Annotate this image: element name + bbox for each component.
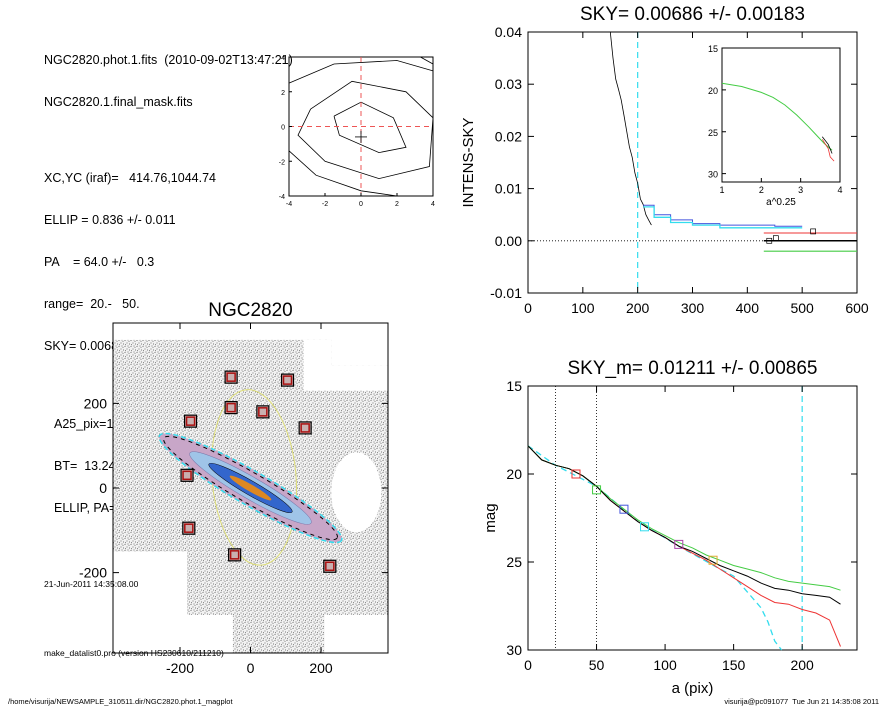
x-tick-label: 300 (681, 300, 705, 316)
sky-value: SKY= 0.00686 +/- 0.00183 (44, 339, 193, 353)
sky-marker (766, 237, 773, 244)
mask-name: NGC2820.1.final_mask.fits (44, 95, 193, 109)
inset-curve-green (721, 82, 833, 151)
sky-marker (810, 228, 816, 235)
x-tick-label: 100 (571, 300, 595, 316)
header-info: NGC2820.phot.1.fits (2010-09-02T13:47:21… (44, 25, 293, 672)
footer-path: /home/visurija/NEWSAMPLE_310511.dir/NGC2… (8, 697, 233, 706)
contour-line (420, 56, 434, 65)
contour-frame (288, 56, 434, 197)
mag-y-axis-label: mag (482, 503, 499, 532)
ellip-value: ELLIP = 0.836 +/- 0.011 (44, 213, 176, 227)
mag-plot-title: SKY_m= 0.01211 +/- 0.00865 (568, 358, 818, 379)
x-tick-label: 400 (736, 300, 760, 316)
x-tick-label: 4 (431, 201, 435, 208)
x-tick-label: 2 (395, 201, 399, 208)
program-name: make_datalist0.pro (version HS230610/211… (44, 648, 224, 658)
inset-y-tick-label: 20 (708, 86, 718, 96)
y-tick-label: 0.02 (495, 128, 522, 144)
masked-star-inner (300, 423, 310, 433)
file-name: NGC2820.phot.1.fits (2010-09-02T13:47:21… (44, 53, 293, 67)
contour-line (288, 150, 398, 197)
x-tick-label: 200 (790, 657, 814, 673)
mag-marker (640, 522, 650, 532)
inset-x-tick-label: 3 (798, 185, 803, 195)
y-tick-label: 15 (506, 378, 522, 394)
contour-line (297, 80, 434, 180)
x-tick-label: 600 (845, 300, 869, 316)
mag-curve-red (527, 445, 841, 647)
inset-tail-red (821, 139, 835, 162)
image-gap-top (303, 339, 388, 391)
inset-x-tick-label: 4 (837, 185, 842, 195)
sky-steps-cyan (643, 206, 803, 229)
mag-marker (619, 504, 629, 514)
mag-marker (592, 485, 602, 495)
a25-value: A25_pix=150.0 T= 5.4 B (54, 417, 200, 431)
inset-y-tick-label: 25 (708, 128, 718, 138)
y-tick-label: 0.01 (495, 181, 522, 197)
y-tick-label: -0.01 (490, 285, 522, 301)
bt-value: BT= 13.24 MABS=-20.70 (54, 459, 205, 473)
x-tick-label: 200 (309, 660, 333, 676)
x-tick-label: 500 (790, 300, 814, 316)
contour-line (333, 101, 407, 154)
y-tick-label: 0.04 (495, 24, 522, 40)
inset-frame (721, 47, 841, 183)
sky-profile-black (609, 31, 652, 226)
masked-star-inner (325, 561, 335, 572)
contour-line (288, 60, 434, 84)
x-tick-label: 50 (589, 657, 605, 673)
sky-frame (527, 31, 858, 294)
x-tick-label: 0 (524, 657, 532, 673)
mag-curve-black (527, 445, 841, 605)
mag-marker (708, 555, 718, 565)
masked-star-box (323, 559, 337, 573)
mag-frame (527, 385, 858, 651)
mag-x-axis-label: a (pix) (672, 680, 714, 697)
inset-x-axis-label: a^0.25 (766, 197, 796, 208)
image-gap-right (331, 452, 382, 533)
footer-user: visurija@pc091077 Tue Jun 21 14:35:08 20… (724, 697, 879, 706)
inset-y-tick-label: 15 (708, 44, 718, 54)
masked-star-box (298, 421, 312, 435)
sky-steps-blue (643, 204, 803, 227)
y-tick-label: 0.00 (495, 233, 522, 249)
y-tick-label: 25 (506, 554, 522, 570)
sky-y-axis-label: INTENS-SKY (460, 117, 477, 207)
mag-curve-green (527, 445, 841, 591)
inset-tail-black (821, 136, 833, 154)
sky-plot-title: SKY= 0.00686 +/- 0.00183 (580, 4, 805, 25)
x-tick-label: 100 (653, 657, 677, 673)
inset-x-tick-label: 2 (759, 185, 764, 195)
x-tick-label: -2 (322, 201, 328, 208)
range-value: range= 20.- 50. (44, 297, 140, 311)
date-stamp: 21-Jun-2011 14:35:08.00 (44, 579, 139, 589)
y-tick-label: 20 (506, 466, 522, 482)
x-tick-label: 150 (722, 657, 746, 673)
x-tick-label: 200 (626, 300, 650, 316)
ellip-pa-value: ELLIP, PA= 0.906 60.8 (54, 501, 186, 515)
mag-curve-cyan (527, 445, 783, 651)
inset-x-tick-label: 1 (719, 185, 724, 195)
y-tick-label: 30 (506, 642, 522, 658)
y-tick-label: 0.03 (495, 76, 522, 92)
xcyc-value: XC,YC (iraf)= 414.76,1044.74 (44, 171, 216, 185)
x-tick-label: 0 (359, 201, 363, 208)
sky-marker (772, 235, 779, 242)
x-tick-label: 0 (524, 300, 532, 316)
mag-marker (571, 469, 581, 479)
mag-marker (674, 539, 684, 549)
inset-y-tick-label: 30 (708, 170, 718, 180)
pa-value: PA = 64.0 +/- 0.3 (44, 255, 155, 269)
